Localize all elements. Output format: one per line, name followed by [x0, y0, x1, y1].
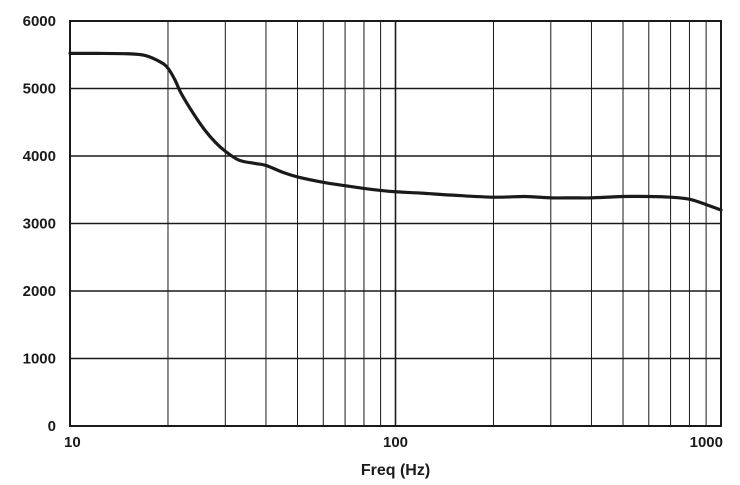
y-tick-label: 2000 — [23, 283, 56, 300]
y-tick-label: 1000 — [23, 351, 56, 368]
x-axis-title: Freq (Hz) — [361, 462, 430, 479]
grid — [69, 20, 722, 427]
y-tick-label: 0 — [48, 418, 56, 435]
y-tick-labels: 0 1000 2000 3000 4000 5000 6000 — [23, 13, 56, 435]
x-tick-labels: 10 100 1000 — [64, 434, 723, 451]
x-tick-label: 100 — [383, 434, 408, 451]
plot-frame — [69, 20, 722, 427]
series-layer — [68, 51, 723, 212]
y-tick-label: 5000 — [23, 81, 56, 98]
y-tick-label: 3000 — [23, 216, 56, 233]
y-tick-label: 6000 — [23, 13, 56, 30]
x-tick-label: 10 — [64, 434, 81, 451]
series-line-0 — [68, 51, 723, 212]
x-tick-label: 1000 — [690, 434, 723, 451]
plot-border — [69, 20, 722, 427]
y-tick-label: 4000 — [23, 148, 56, 165]
